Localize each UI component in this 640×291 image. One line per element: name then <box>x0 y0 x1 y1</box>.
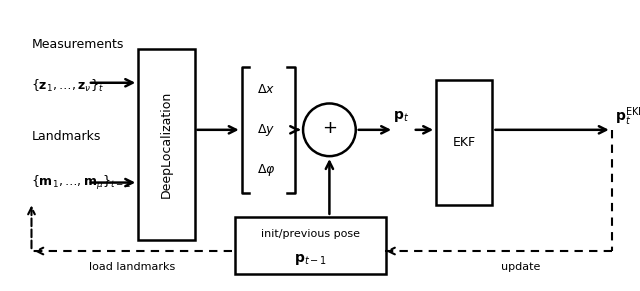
Text: load landmarks: load landmarks <box>89 262 175 272</box>
Text: $\{\mathbf{m}_1,\ldots,\mathbf{m}_\mu\}_{t-1}$: $\{\mathbf{m}_1,\ldots,\mathbf{m}_\mu\}_… <box>31 173 132 191</box>
Polygon shape <box>436 80 493 205</box>
Polygon shape <box>236 217 386 274</box>
Text: $\Delta x$: $\Delta x$ <box>257 84 275 96</box>
Text: $\{\mathbf{z}_1,\ldots,\mathbf{z}_\nu\}_t$: $\{\mathbf{z}_1,\ldots,\mathbf{z}_\nu\}_… <box>31 78 104 94</box>
Text: $\Delta y$: $\Delta y$ <box>257 122 275 138</box>
Text: $\mathbf{p}_t$: $\mathbf{p}_t$ <box>394 109 410 125</box>
Text: update: update <box>501 262 540 272</box>
Text: Landmarks: Landmarks <box>31 130 101 143</box>
Text: EKF: EKF <box>452 136 476 149</box>
Text: $\Delta\varphi$: $\Delta\varphi$ <box>257 162 276 178</box>
Text: $\mathbf{p}_{t-1}$: $\mathbf{p}_{t-1}$ <box>294 252 327 267</box>
Text: init/previous pose: init/previous pose <box>261 229 360 239</box>
Text: $\mathbf{p}_t^{\mathrm{EKF}}$: $\mathbf{p}_t^{\mathrm{EKF}}$ <box>615 106 640 128</box>
Text: DeepLocalization: DeepLocalization <box>160 91 173 198</box>
Text: +: + <box>322 118 337 136</box>
Text: Measurements: Measurements <box>31 38 124 51</box>
Polygon shape <box>138 49 195 239</box>
